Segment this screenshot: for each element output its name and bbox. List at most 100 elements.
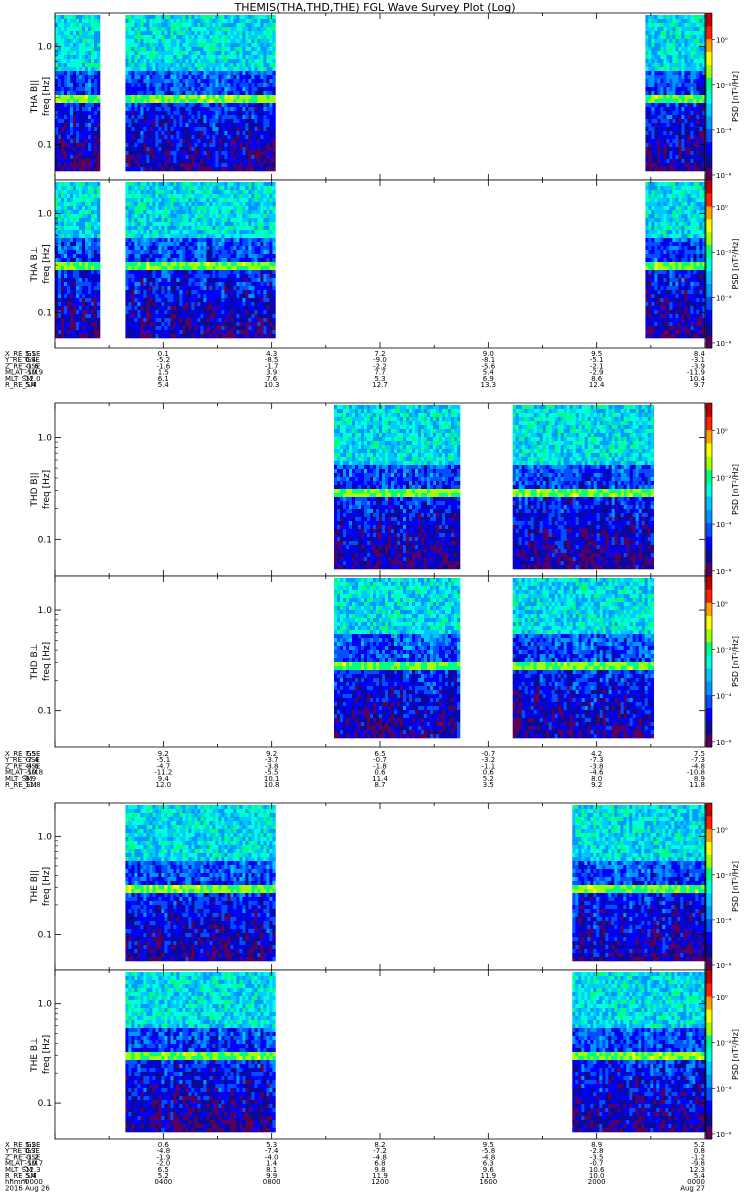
ephemeris-value: 1600	[479, 1178, 497, 1186]
panel-thd-bpar	[55, 403, 715, 577]
ephemeris-value: 1200	[371, 1178, 389, 1186]
ephemeris-value: 12.4	[589, 381, 605, 389]
colorbar	[706, 970, 715, 1140]
ephemeris-value: 0800	[263, 1178, 281, 1186]
colorbar-swatch	[706, 549, 712, 563]
spectrogram-block	[334, 578, 460, 738]
colorbar-swatch	[706, 416, 712, 430]
colorbar-swatch	[706, 563, 712, 577]
colorbar-swatch	[706, 1061, 712, 1075]
colorbar-swatch	[706, 1100, 712, 1114]
colorbar-swatch	[706, 576, 712, 590]
y-tick-label: 1.0	[38, 832, 53, 842]
ephemeris-label: 2016	[5, 1184, 23, 1192]
y-tick-label: 1.0	[38, 433, 53, 443]
colorbar-swatch	[706, 880, 712, 893]
colorbar-swatch	[706, 681, 712, 695]
colorbar-tick-label: 10⁻⁶	[716, 340, 732, 348]
ephemeris-value: 3.5	[483, 781, 494, 789]
colorbar-swatch	[706, 906, 712, 919]
colorbar-swatch	[706, 13, 712, 26]
colorbar-tick-label: 10⁻²	[716, 647, 732, 655]
y-axis-label: THD B||	[30, 472, 40, 507]
colorbar-tick-label: 10⁰	[716, 428, 728, 436]
colorbar	[706, 403, 715, 577]
spectrogram-block	[572, 972, 707, 1132]
colorbar-swatch	[706, 509, 712, 523]
colorbar-swatch	[706, 39, 712, 52]
colorbar-swatch	[706, 734, 712, 748]
colorbar-swatch	[706, 443, 712, 457]
colorbar-swatch	[706, 193, 712, 206]
spectrogram-block	[645, 15, 705, 171]
colorbar-label: PSD [nT²/Hz]	[731, 239, 740, 290]
colorbar-swatch	[706, 52, 712, 65]
colorbar-swatch	[706, 1035, 712, 1049]
colorbar	[706, 13, 715, 181]
y-axis-label: THE B⊥	[30, 1037, 40, 1073]
colorbar-tick-label: 10⁻⁴	[716, 917, 732, 925]
colorbar-swatch	[706, 642, 712, 656]
colorbar-swatch	[706, 970, 712, 984]
colorbar-swatch	[706, 258, 712, 271]
y-axis-label: THA B⊥	[30, 246, 40, 282]
colorbar-swatch	[706, 283, 712, 296]
y-tick-label: 0.1	[38, 535, 52, 545]
colorbar-swatch	[706, 141, 712, 154]
spectrogram-block	[645, 182, 705, 338]
ephemeris-value: 0400	[154, 1178, 172, 1186]
y-axis-unit-label: freq [Hz]	[42, 470, 52, 509]
ephemeris-value: 9.2	[591, 781, 602, 789]
colorbar-swatch	[706, 26, 712, 39]
colorbar-swatch	[706, 232, 712, 245]
ephemeris-value: 13.3	[481, 381, 497, 389]
colorbar-swatch	[706, 1087, 712, 1101]
y-axis-unit-label: freq [Hz]	[42, 1035, 52, 1074]
colorbar-swatch	[706, 629, 712, 643]
colorbar-swatch	[706, 668, 712, 682]
colorbar-swatch	[706, 470, 712, 484]
colorbar-swatch	[706, 335, 712, 348]
colorbar-swatch	[706, 456, 712, 470]
colorbar-tick-label: 10⁻⁴	[716, 521, 732, 529]
spectrogram-block	[125, 15, 275, 171]
colorbar-swatch	[706, 893, 712, 906]
colorbar-swatch	[706, 430, 712, 444]
spectrogram-block	[513, 578, 654, 738]
colorbar-swatch	[706, 708, 712, 722]
colorbar-swatch	[706, 77, 712, 90]
colorbar-swatch	[706, 803, 712, 816]
colorbar-swatch	[706, 721, 712, 735]
colorbar-swatch	[706, 496, 712, 510]
colorbar-swatch	[706, 167, 712, 180]
panel-thd-bperp	[55, 576, 715, 748]
y-tick-label: 0.1	[38, 930, 52, 940]
colorbar-tick-label: 10⁻⁴	[716, 1085, 732, 1093]
colorbar-tick-label: 10⁰	[716, 204, 728, 212]
colorbar-swatch	[706, 1022, 712, 1036]
y-axis-unit-label: freq [Hz]	[42, 244, 52, 283]
ephemeris-value: 11.8	[689, 781, 705, 789]
spectrogram-block	[334, 405, 460, 569]
colorbar-swatch	[706, 536, 712, 550]
colorbar-label: PSD [nT²/Hz]	[731, 861, 740, 912]
colorbar-tick-label: 10⁻²	[716, 872, 732, 880]
colorbar-label: PSD [nT²/Hz]	[731, 71, 740, 122]
colorbar-swatch	[706, 206, 712, 219]
colorbar-swatch	[706, 1126, 712, 1140]
colorbar-swatch	[706, 919, 712, 932]
spectrogram-block	[55, 15, 100, 171]
colorbar-swatch	[706, 694, 712, 708]
colorbar-tick-label: 10⁻⁴	[716, 693, 732, 701]
spectrogram-block	[513, 405, 654, 569]
y-tick-label: 0.1	[38, 1099, 52, 1109]
panel-the-bperp	[55, 970, 715, 1140]
colorbar-swatch	[706, 854, 712, 867]
colorbar-tick-label: 10⁰	[716, 600, 728, 608]
colorbar-swatch	[706, 296, 712, 309]
colorbar-tick-label: 10⁻⁶	[716, 739, 732, 747]
colorbar-swatch	[706, 129, 712, 142]
y-tick-label: 1.0	[38, 42, 53, 52]
y-tick-label: 1.0	[38, 606, 53, 616]
colorbar-tick-label: 10⁻²	[716, 82, 732, 90]
